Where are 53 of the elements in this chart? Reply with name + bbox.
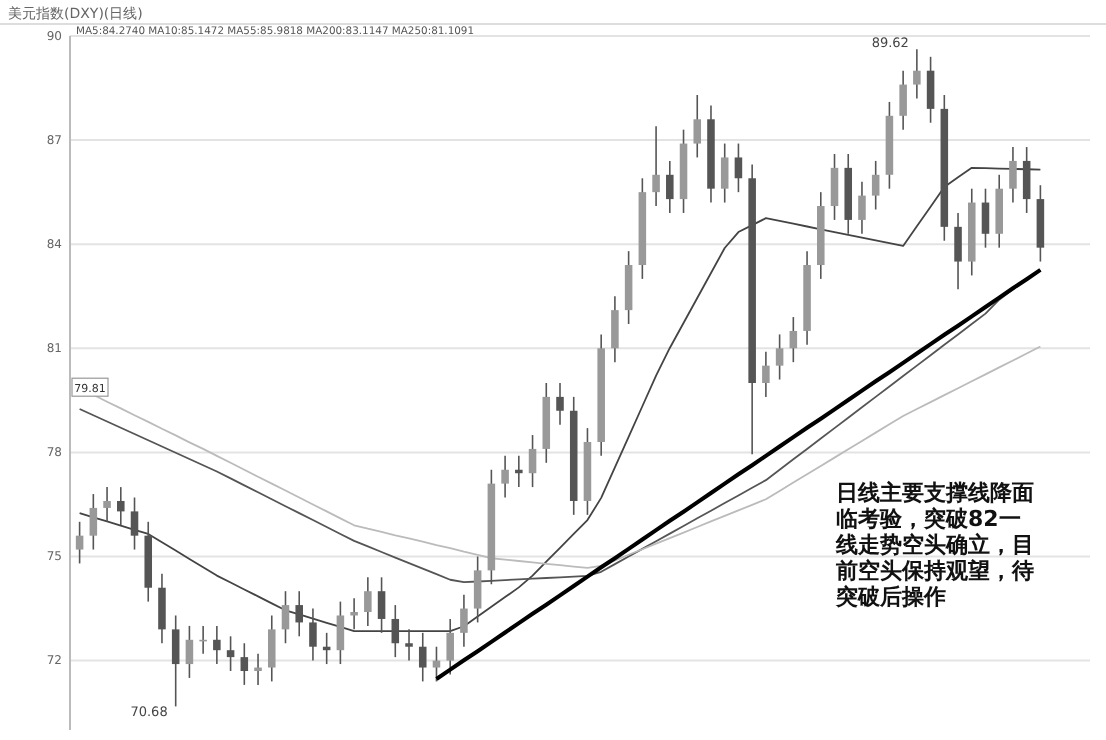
candlestick: [775, 333, 784, 381]
annotation: 日线主要支撑线降面临考验，突破82一线走势空头确立，目前空头保持观望，待突破后操作: [834, 480, 1034, 610]
candlestick: [171, 614, 180, 708]
candlestick: [1022, 146, 1031, 214]
candlestick: [281, 590, 290, 645]
candlestick: [871, 160, 880, 211]
candlestick: [954, 212, 962, 291]
candlestick: [899, 69, 907, 131]
candlestick: [350, 597, 358, 631]
candlestick: [254, 652, 262, 686]
candlestick: [460, 593, 468, 648]
candlestick: [528, 434, 537, 488]
candlestick: [789, 316, 798, 363]
candlestick: [213, 625, 221, 665]
candlestick: [926, 56, 935, 124]
line-series: [434, 267, 1043, 681]
candlestick: [995, 174, 1003, 249]
candlestick: [693, 94, 702, 159]
candlestick: [913, 48, 921, 100]
candlestick: [89, 493, 98, 551]
candlestick: [734, 142, 743, 193]
candlestick: [830, 153, 839, 221]
candlestick: [240, 642, 249, 686]
candlestick: [611, 295, 619, 363]
candlestick: [226, 635, 235, 672]
candlestick: [405, 628, 413, 662]
candlestick: [624, 250, 633, 325]
candlestick: [418, 632, 427, 683]
candlestick: [309, 607, 317, 662]
candlestick: [501, 455, 509, 499]
candlestick: [185, 625, 194, 679]
candlestick: [158, 573, 166, 645]
candlestick: [666, 160, 674, 214]
candlestick: [652, 125, 660, 207]
candlestick: [720, 142, 729, 204]
candlestick: [515, 455, 523, 488]
candlestick: [432, 645, 441, 683]
candlestick: [117, 486, 125, 527]
candlestick: [103, 486, 111, 523]
candlestick: [377, 576, 386, 634]
candlestick: [295, 590, 303, 638]
candlestick: [556, 382, 564, 426]
candlestick: [75, 521, 84, 565]
candlestick: [364, 576, 372, 627]
candlestick: [130, 496, 139, 551]
candlestick: [391, 604, 400, 658]
candlestick: [981, 187, 990, 249]
candlestick: [762, 350, 770, 398]
candlestick: [858, 180, 866, 235]
candlestick: [446, 618, 454, 676]
candlestick: [267, 614, 276, 683]
candlestick: [336, 600, 345, 665]
candlestick: [1009, 146, 1017, 204]
